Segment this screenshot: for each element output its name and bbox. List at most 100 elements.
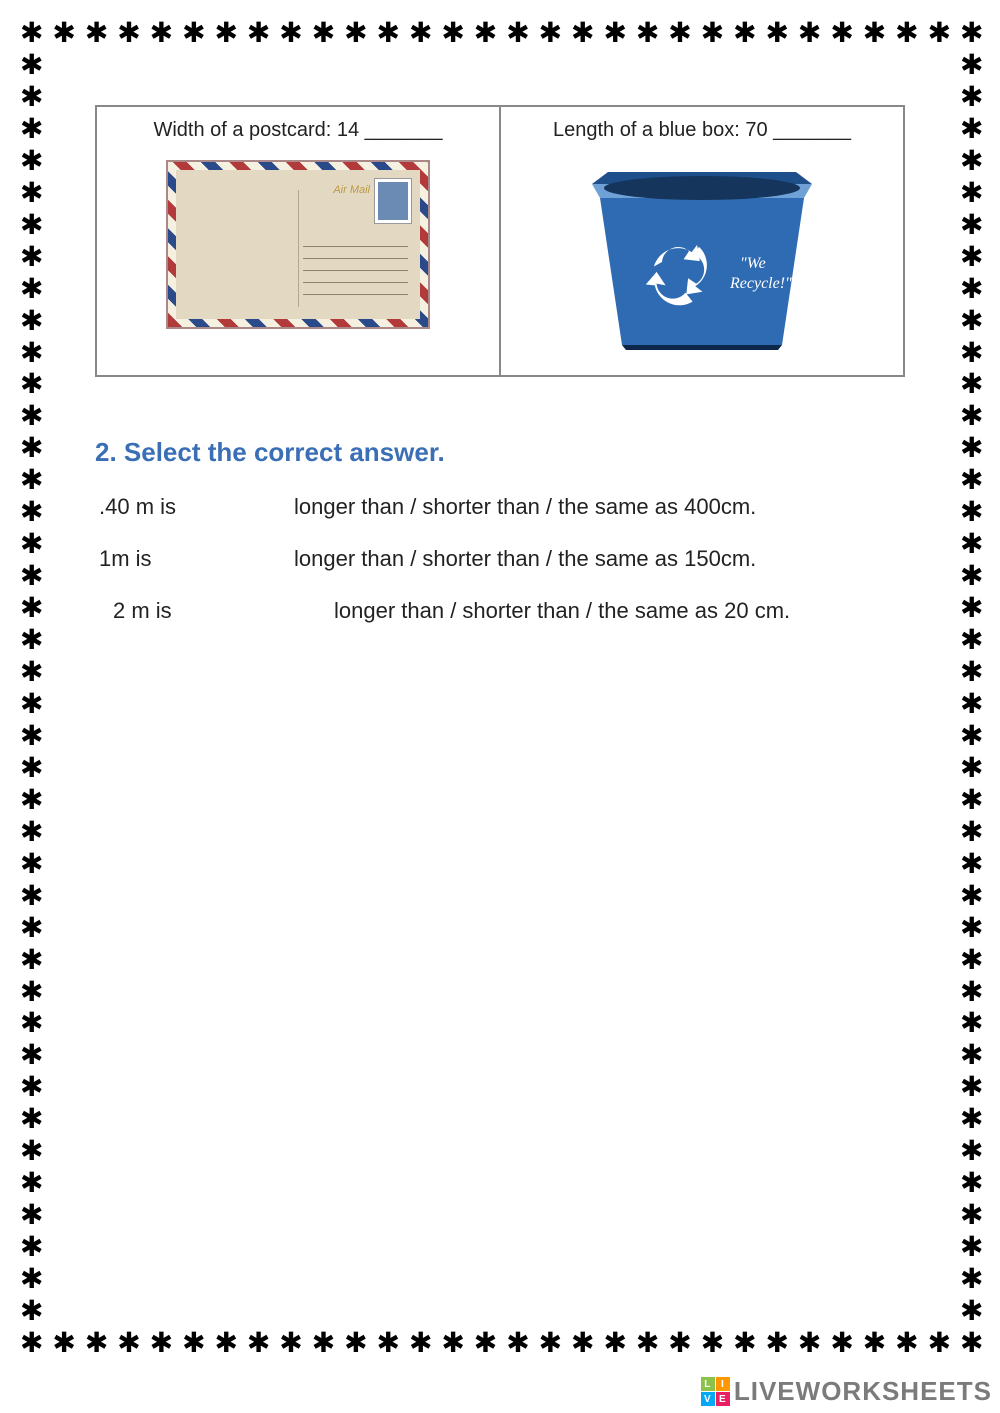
border-star-icon: ✱ <box>960 1262 983 1296</box>
border-star-icon: ✱ <box>20 1038 43 1072</box>
border-star-icon: ✱ <box>960 144 983 178</box>
border-star-icon: ✱ <box>960 719 983 753</box>
border-star-icon: ✱ <box>960 463 983 497</box>
border-star-icon: ✱ <box>960 399 983 433</box>
question-left: 1m is <box>95 546 294 572</box>
border-star-icon: ✱ <box>182 1326 205 1360</box>
border-star-icon: ✱ <box>20 687 43 721</box>
badge-cell: V <box>701 1392 715 1406</box>
border-star-icon: ✱ <box>960 208 983 242</box>
postcard-divider <box>298 190 299 307</box>
border-star-icon: ✱ <box>20 367 43 401</box>
liveworksheets-watermark: LIVE LIVEWORKSHEETS <box>701 1376 992 1407</box>
border-star-icon: ✱ <box>960 1198 983 1232</box>
border-star-icon: ✱ <box>20 943 43 977</box>
worksheet-page: ✱ ✱ ✱ ✱ ✱ ✱ ✱ ✱ ✱ ✱ ✱ ✱ ✱ ✱ ✱ ✱ ✱ ✱ ✱ ✱ ✱ ✱ ✱ ✱ ✱ ✱ ✱ ✱ ✱ ✱ ✱ ✱ ✱ ✱ ✱ ✱ ✱ ✱ ✱ ✱… <box>0 0 1000 1413</box>
border-star-icon: ✱ <box>539 16 562 50</box>
border-star-icon: ✱ <box>960 591 983 625</box>
border-star-icon: ✱ <box>20 495 43 529</box>
section-2-heading: 2. Select the correct answer. <box>95 437 905 468</box>
border-star-icon: ✱ <box>960 336 983 370</box>
question-row: 2 m islonger than / shorter than / the s… <box>95 598 905 624</box>
border-star-icon: ✱ <box>960 80 983 114</box>
border-star-icon: ✱ <box>182 16 205 50</box>
border-star-icon: ✱ <box>20 112 43 146</box>
border-star-icon: ✱ <box>928 16 951 50</box>
border-star-icon: ✱ <box>279 16 302 50</box>
border-star-icon: ✱ <box>960 495 983 529</box>
border-star-icon: ✱ <box>85 16 108 50</box>
border-star-icon: ✱ <box>20 591 43 625</box>
border-star-icon: ✱ <box>20 1294 43 1328</box>
measurement-table: Width of a postcard: 14 _______ Air Mail… <box>95 105 905 377</box>
border-star-icon: ✱ <box>603 1326 626 1360</box>
border-star-icon: ✱ <box>603 16 626 50</box>
question-row: .40 m islonger than / shorter than / the… <box>95 494 905 520</box>
border-star-icon: ✱ <box>344 1326 367 1360</box>
border-star-icon: ✱ <box>960 1006 983 1040</box>
border-star-icon: ✱ <box>960 1294 983 1328</box>
border-star-icon: ✱ <box>20 80 43 114</box>
question-row: 1m islonger than / shorter than / the sa… <box>95 546 905 572</box>
border-star-icon: ✱ <box>214 1326 237 1360</box>
border-star-icon: ✱ <box>960 48 983 82</box>
watermark-text: LIVEWORKSHEETS <box>734 1376 992 1407</box>
border-star-icon: ✱ <box>960 655 983 689</box>
question-right[interactable]: longer than / shorter than / the same as… <box>294 494 905 520</box>
border-star-icon: ✱ <box>409 1326 432 1360</box>
border-star-icon: ✱ <box>20 144 43 178</box>
border-star-icon: ✱ <box>960 559 983 593</box>
badge-cell: I <box>716 1377 730 1391</box>
border-star-icon: ✱ <box>960 112 983 146</box>
border-star-icon: ✱ <box>20 1102 43 1136</box>
question-right[interactable]: longer than / shorter than / the same as… <box>294 546 905 572</box>
border-star-icon: ✱ <box>960 1134 983 1168</box>
border-star-icon: ✱ <box>798 16 821 50</box>
border-star-icon: ✱ <box>830 1326 853 1360</box>
border-star-icon: ✱ <box>20 847 43 881</box>
postcard-face: Air Mail <box>176 170 420 319</box>
border-star-icon: ✱ <box>960 911 983 945</box>
border-star-icon: ✱ <box>701 1326 724 1360</box>
border-star-icon: ✱ <box>636 16 659 50</box>
border-star-icon: ✱ <box>960 879 983 913</box>
border-star-icon: ✱ <box>863 1326 886 1360</box>
border-star-icon: ✱ <box>960 1166 983 1200</box>
border-star-icon: ✱ <box>960 847 983 881</box>
badge-cell: L <box>701 1377 715 1391</box>
border-star-icon: ✱ <box>20 751 43 785</box>
border-star-icon: ✱ <box>668 16 691 50</box>
border-star-icon: ✱ <box>960 527 983 561</box>
border-star-icon: ✱ <box>117 16 140 50</box>
content-area: Width of a postcard: 14 _______ Air Mail… <box>95 105 905 624</box>
border-star-icon: ✱ <box>150 1326 173 1360</box>
border-star-icon: ✱ <box>960 815 983 849</box>
border-star-icon: ✱ <box>960 1038 983 1072</box>
border-star-icon: ✱ <box>52 1326 75 1360</box>
question-left: .40 m is <box>95 494 294 520</box>
border-star-icon: ✱ <box>960 240 983 274</box>
border-star-icon: ✱ <box>960 943 983 977</box>
border-star-icon: ✱ <box>20 1070 43 1104</box>
border-star-icon: ✱ <box>506 1326 529 1360</box>
border-star-icon: ✱ <box>798 1326 821 1360</box>
border-star-icon: ✱ <box>539 1326 562 1360</box>
border-star-icon: ✱ <box>85 1326 108 1360</box>
border-star-icon: ✱ <box>20 815 43 849</box>
border-star-icon: ✱ <box>117 1326 140 1360</box>
border-star-icon: ✱ <box>960 304 983 338</box>
border-star-icon: ✱ <box>960 176 983 210</box>
recycle-bin-illustration: "We Recycle!" <box>582 160 822 355</box>
border-star-icon: ✱ <box>441 16 464 50</box>
border-star-icon: ✱ <box>247 16 270 50</box>
border-star-icon: ✱ <box>344 16 367 50</box>
border-star-icon: ✱ <box>733 16 756 50</box>
question-right[interactable]: longer than / shorter than / the same as… <box>308 598 905 624</box>
postmark-text: Air Mail <box>333 184 370 196</box>
border-star-icon: ✱ <box>20 304 43 338</box>
border-star-icon: ✱ <box>441 1326 464 1360</box>
border-star-icon: ✱ <box>960 687 983 721</box>
border-star-icon: ✱ <box>312 1326 335 1360</box>
stamp-icon <box>374 178 412 224</box>
border-star-icon: ✱ <box>20 399 43 433</box>
